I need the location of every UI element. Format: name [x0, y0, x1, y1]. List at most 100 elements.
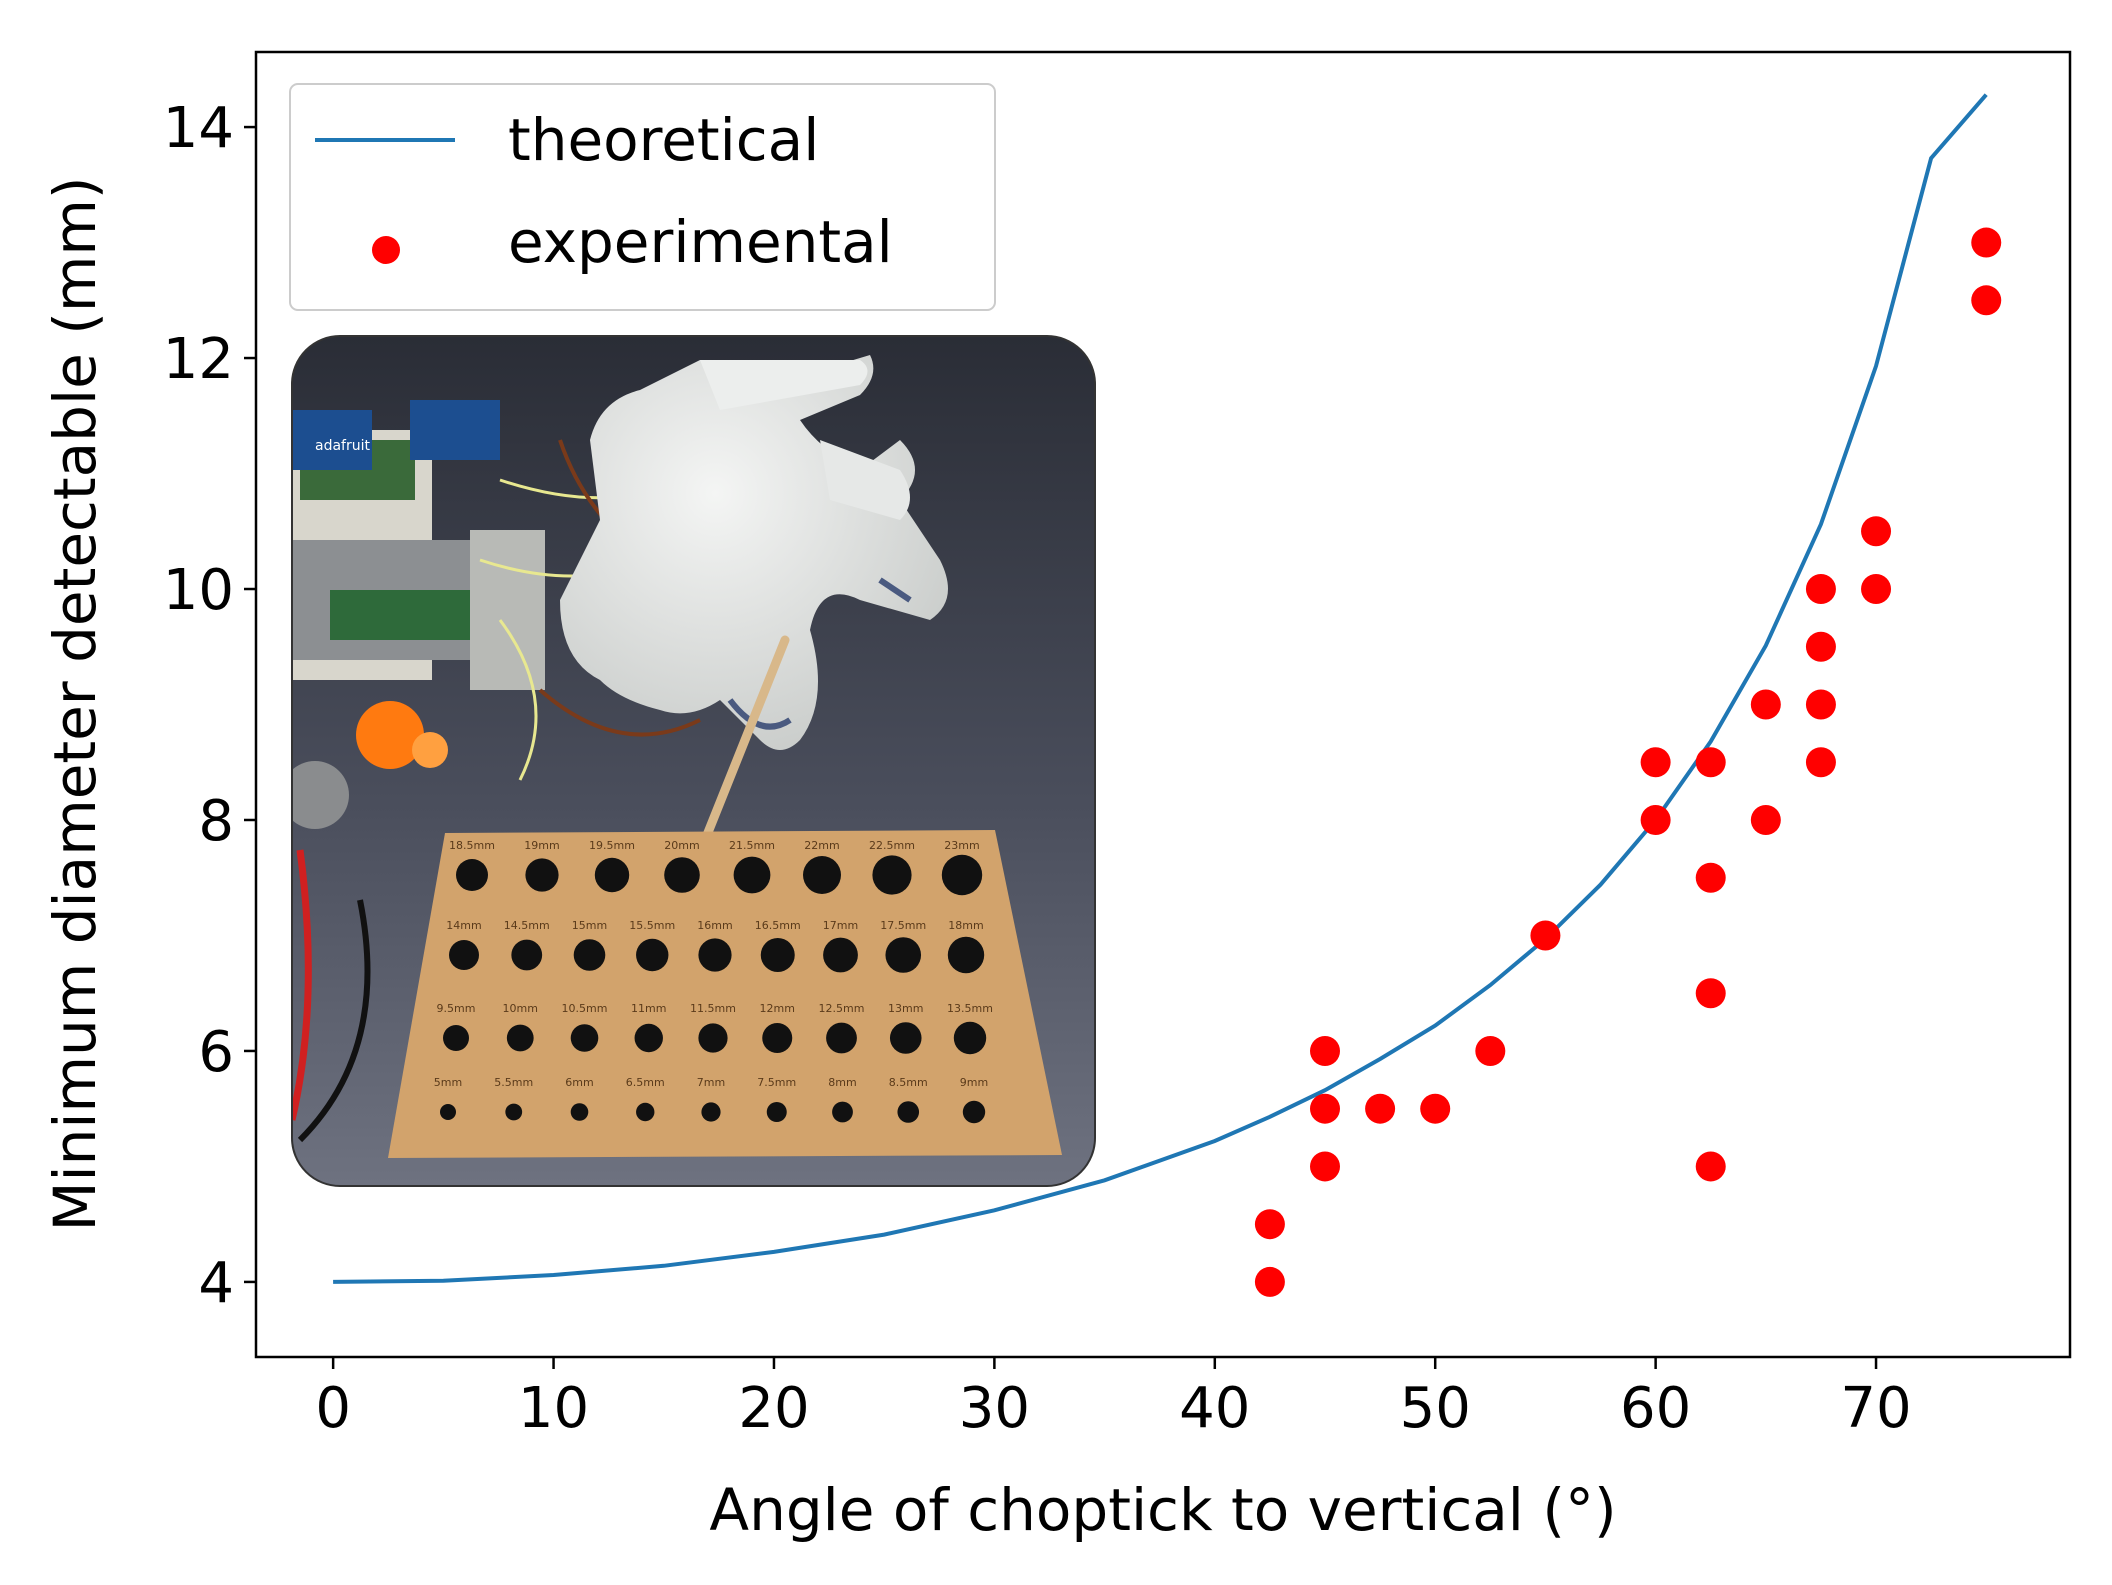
- experimental-point: [1310, 1151, 1341, 1182]
- y-tick-label: 14: [163, 96, 234, 161]
- legend-dot-swatch: [372, 236, 400, 264]
- board-hole-label: 21.5mm: [729, 839, 775, 852]
- board-hole: [456, 859, 488, 891]
- board-hole: [760, 938, 795, 972]
- board-hole-label: 15.5mm: [629, 919, 675, 932]
- y-axis-label: Minimum diameter detectable (mm): [41, 177, 109, 1232]
- board-hole-label: 17mm: [823, 919, 858, 932]
- board-hole: [525, 858, 559, 892]
- board-hole: [701, 1102, 721, 1122]
- board-hole: [449, 940, 479, 970]
- board-hole-label: 11.5mm: [690, 1002, 736, 1015]
- board-hole-label: 10.5mm: [562, 1002, 608, 1015]
- board-hole-label: 10mm: [503, 1002, 538, 1015]
- board-hole-label: 6mm: [565, 1076, 593, 1089]
- experimental-point: [1695, 1151, 1726, 1182]
- experimental-point: [1695, 747, 1726, 778]
- board-hole-label: 9.5mm: [437, 1002, 476, 1015]
- board-hole: [664, 857, 700, 893]
- board-hole: [872, 855, 912, 895]
- board-hole-label: 11mm: [631, 1002, 666, 1015]
- board-hole: [443, 1025, 469, 1051]
- experimental-point: [1254, 1266, 1285, 1297]
- board-hole-label: 9mm: [960, 1076, 988, 1089]
- board-hole: [570, 1024, 599, 1052]
- x-axis-label: Angle of choptick to vertical (°): [709, 1476, 1616, 1544]
- board-hole: [506, 1024, 534, 1052]
- experimental-point: [1310, 1093, 1341, 1124]
- x-tick-label: 20: [738, 1376, 809, 1441]
- board-hole: [766, 1102, 787, 1122]
- board-hole-label: 8mm: [828, 1076, 856, 1089]
- board-hole-label: 22mm: [804, 839, 839, 852]
- board-hole: [885, 937, 922, 973]
- board-hole: [505, 1103, 523, 1121]
- board-hole: [762, 1023, 793, 1053]
- y-tick-label: 10: [163, 558, 234, 623]
- board-hole-label: 13mm: [888, 1002, 923, 1015]
- board-hole-label: 19.5mm: [589, 839, 635, 852]
- y-tick-label: 8: [198, 789, 234, 854]
- board-hole: [698, 1023, 728, 1053]
- board-hole-label: 16.5mm: [755, 919, 801, 932]
- experimental-point: [1365, 1093, 1396, 1124]
- inset-photo: adafruit 18.5mm 19mm 19: [292, 336, 1095, 1186]
- board-hole: [636, 1102, 655, 1122]
- board-hole-label: 7.5mm: [757, 1076, 796, 1089]
- experimental-point: [1805, 689, 1836, 720]
- board-hole: [941, 854, 983, 896]
- experimental-point: [1640, 804, 1671, 835]
- experimental-point: [1750, 804, 1781, 835]
- board-hole-label: 13.5mm: [947, 1002, 993, 1015]
- experimental-point: [1254, 1209, 1285, 1240]
- x-tick-label: 10: [518, 1376, 589, 1441]
- experimental-point: [1971, 285, 2002, 316]
- board-hole-label: 14.5mm: [504, 919, 550, 932]
- board-hole: [511, 939, 543, 971]
- x-tick-label: 0: [315, 1376, 351, 1441]
- experimental-point: [1640, 747, 1671, 778]
- board-hole: [823, 937, 858, 973]
- experimental-point: [1475, 1035, 1506, 1066]
- board-hole: [733, 856, 771, 894]
- board-hole: [947, 936, 985, 974]
- device-label: adafruit: [315, 438, 370, 454]
- board-hole-label: 15mm: [572, 919, 607, 932]
- board-hole: [634, 1023, 663, 1053]
- experimental-point: [1750, 689, 1781, 720]
- board-hole: [953, 1021, 987, 1055]
- board-hole: [803, 856, 841, 894]
- experimental-point: [1971, 227, 2002, 258]
- experimental-point: [1861, 516, 1892, 547]
- y-tick-label: 12: [163, 327, 234, 392]
- x-tick-label: 50: [1400, 1376, 1471, 1441]
- experimental-point: [1695, 978, 1726, 1009]
- experimental-point: [1695, 862, 1726, 893]
- board-hole: [897, 1101, 920, 1123]
- board-hole: [573, 939, 606, 971]
- silicone-hand: [560, 355, 948, 750]
- board-hole: [698, 938, 732, 972]
- y-tick-label: 6: [198, 1020, 234, 1085]
- board-hole-label: 19mm: [524, 839, 559, 852]
- experimental-point: [1805, 747, 1836, 778]
- board-hole-label: 5.5mm: [494, 1076, 533, 1089]
- board-hole-label: 5mm: [434, 1076, 462, 1089]
- board-hole-label: 16mm: [697, 919, 732, 932]
- experimental-point: [1310, 1035, 1341, 1066]
- experimental-point: [1530, 920, 1561, 951]
- board-hole-label: 6.5mm: [626, 1076, 665, 1089]
- board-hole: [570, 1103, 589, 1121]
- board-hole: [440, 1104, 456, 1120]
- x-tick-label: 60: [1620, 1376, 1691, 1441]
- x-tick-label: 70: [1840, 1376, 1911, 1441]
- legend-label-theoretical: theoretical: [508, 106, 819, 174]
- board-hole: [636, 938, 669, 972]
- board-hole: [826, 1022, 857, 1054]
- board-hole-label: 20mm: [664, 839, 699, 852]
- board-hole: [594, 857, 630, 893]
- experimental-point: [1861, 574, 1892, 605]
- board-hole-label: 17.5mm: [880, 919, 926, 932]
- legend-label-experimental: experimental: [508, 208, 893, 276]
